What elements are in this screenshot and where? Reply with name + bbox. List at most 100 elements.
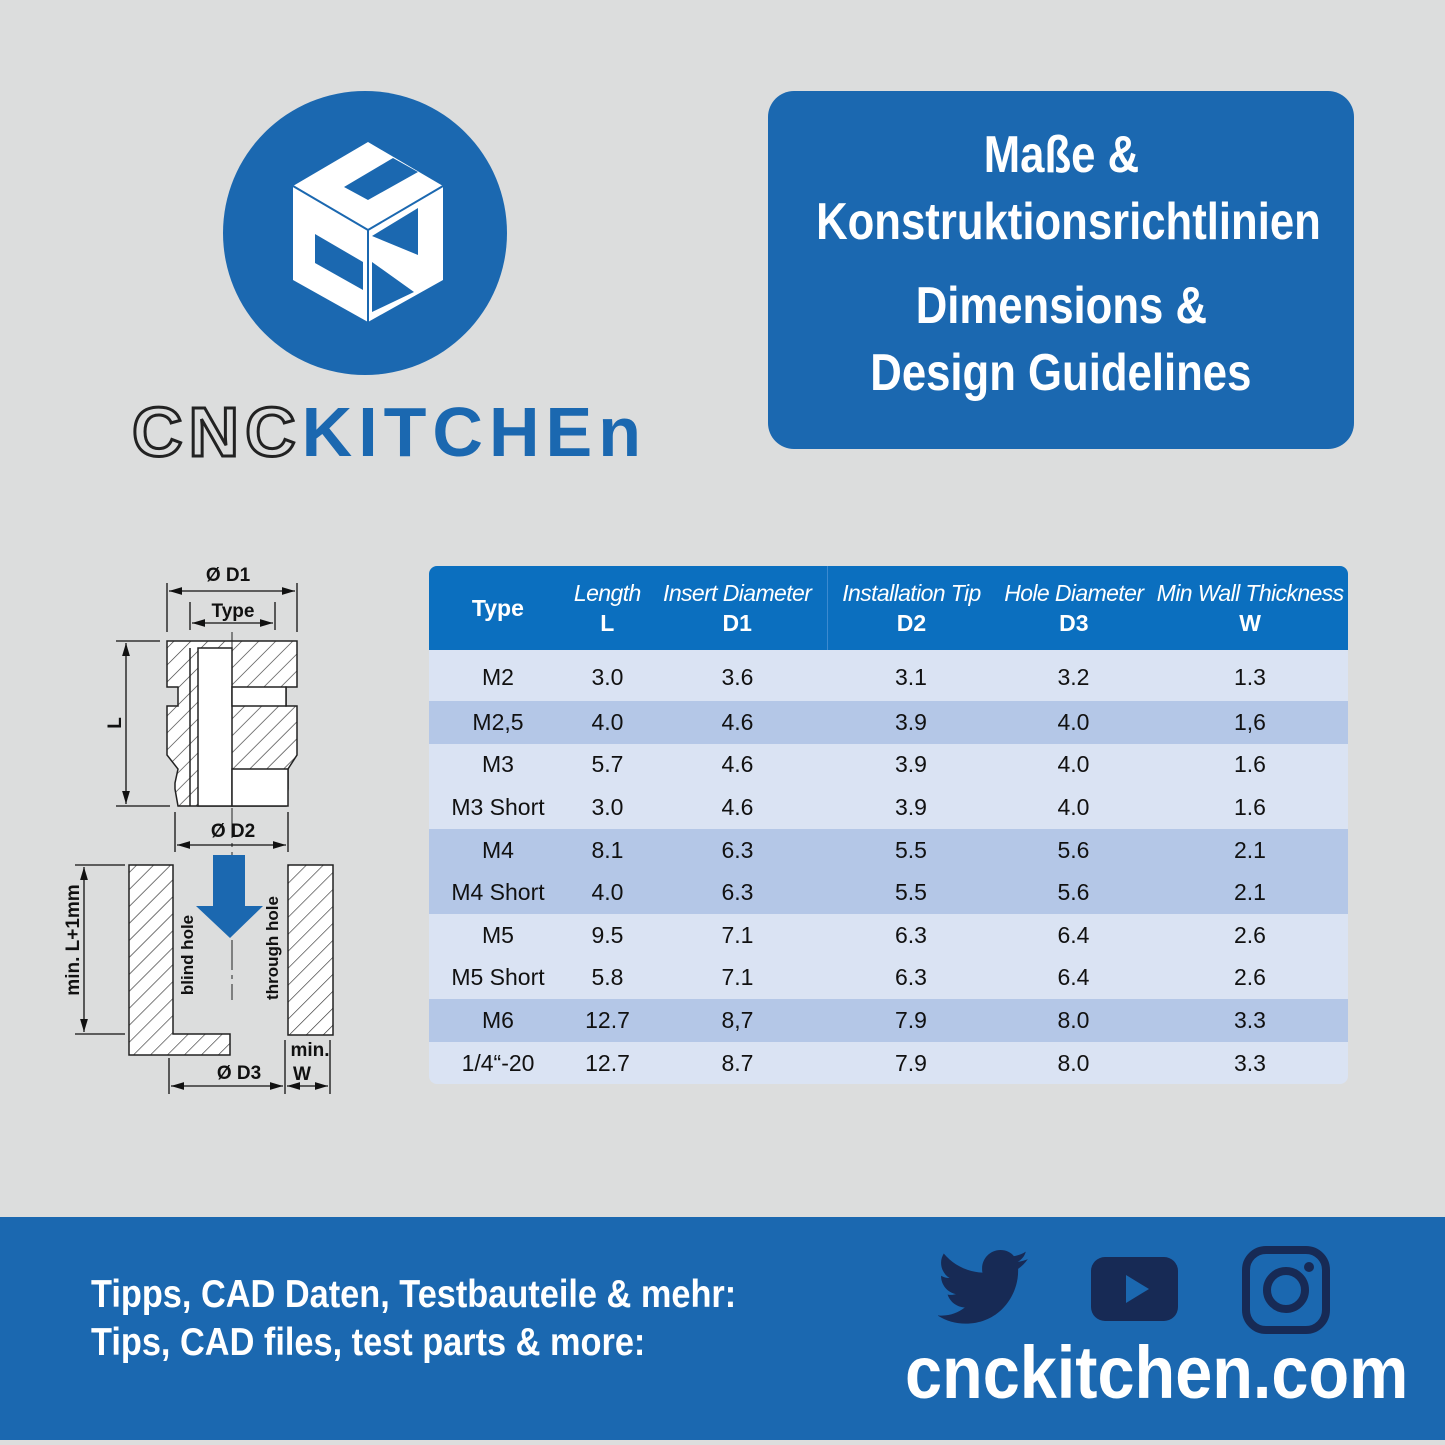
cube-logo-icon (292, 142, 444, 322)
l-label: L (105, 717, 126, 729)
table-cell: M5 (482, 921, 514, 948)
table-cell: 2.6 (1234, 921, 1266, 948)
table-row: M3 Short 3.0 4.6 3.9 4.0 1.6 (429, 786, 1348, 829)
table-cell: 1,6 (1234, 708, 1266, 735)
table-cell: 3.1 (895, 664, 927, 690)
table-cell: 4.6 (721, 751, 754, 778)
table-body: M2 3.0 3.6 3.1 3.2 1.3 M2,5 4.0 4.6 3.9 4.0 1,6 M3 5.… (429, 650, 1348, 1085)
table-cell: 4.6 (721, 708, 754, 735)
table-cell: M3 (482, 751, 514, 778)
cnc-kitchen-logo (223, 91, 507, 375)
table-row: M5 Short 5.8 7.1 6.3 6.4 2.6 (429, 956, 1348, 1000)
table-row: M4 8.1 6.3 5.5 5.6 2.1 (429, 828, 1348, 872)
table-cell: 5.5 (895, 836, 927, 863)
table-row: M2 3.0 3.6 3.1 3.2 1.3 (429, 650, 1348, 701)
header-installation-tip: Installation Tip D2 (826, 566, 996, 650)
through-hole-label: through hole (263, 896, 282, 1000)
table-cell: 4.0 (1057, 708, 1090, 735)
table-cell: 8.0 (1057, 1049, 1090, 1076)
footer: Tipps, CAD Daten, Testbauteile & mehr: T… (0, 1217, 1445, 1440)
dimensions-table: Type Length L Insert Diameter D1 Installat… (429, 566, 1348, 1085)
table-cell: 6.4 (1057, 964, 1090, 991)
table-cell: 9.5 (591, 921, 624, 948)
table-cell: 7.9 (895, 1006, 927, 1033)
table-cell: 8.7 (721, 1049, 754, 1076)
table-cell: 7.9 (895, 1049, 927, 1076)
table-row: M6 12.7 8,7 7.9 8.0 3.3 (429, 999, 1348, 1042)
table-cell: 3.3 (1234, 1006, 1266, 1033)
table-cell: 7.1 (721, 964, 754, 991)
table-cell: 2.1 (1234, 836, 1266, 863)
table-cell: 3.3 (1234, 1049, 1266, 1076)
table-cell: 1.6 (1234, 793, 1266, 820)
table-cell: 4.0 (591, 708, 624, 735)
table-cell: 5.5 (895, 879, 927, 906)
title-en-line2: Design Guidelines (870, 344, 1252, 402)
through-hole-wall (287, 864, 334, 1036)
footer-line-de: Tipps, CAD Daten, Testbauteile & mehr: (91, 1273, 737, 1316)
table-cell: 5.8 (591, 964, 624, 991)
d1-label: Ø D1 (206, 565, 251, 586)
table-header: Type Length L Insert Diameter D1 Installat… (429, 566, 1348, 650)
blind-hole-block (128, 864, 231, 1056)
youtube-icon[interactable] (1091, 1257, 1178, 1321)
table-cell: M4 Short (451, 879, 545, 906)
min-label: min. (290, 1040, 329, 1061)
table-cell: 5.6 (1057, 836, 1090, 863)
table-row: M5 9.5 7.1 6.3 6.4 2.6 (429, 913, 1348, 957)
title-de-line1: Maße & (983, 126, 1139, 184)
table-row: M4 Short 4.0 6.3 5.5 5.6 2.1 (429, 871, 1348, 914)
header-min-wall-thickness: Min Wall Thickness W (1156, 580, 1344, 636)
table-cell: M2 (482, 664, 514, 690)
title-box: Maße & Konstruktionsrichtlinien Dimensio… (768, 91, 1354, 449)
instagram-icon[interactable] (1242, 1246, 1330, 1334)
table-cell: 1.6 (1234, 751, 1266, 778)
table-cell: 6.4 (1057, 921, 1090, 948)
header-type: Type (471, 595, 524, 621)
table-cell: M4 (482, 836, 514, 863)
d2-label: Ø D2 (211, 821, 255, 842)
table-cell: 4.0 (591, 879, 624, 906)
table-cell: 8.0 (1057, 1006, 1090, 1033)
table-cell: 2.6 (1234, 964, 1266, 991)
table-cell: 7.1 (721, 921, 754, 948)
footer-line-en: Tips, CAD files, test parts & more: (91, 1321, 646, 1364)
table-cell: 1.3 (1234, 664, 1266, 690)
table-cell: 5.6 (1057, 879, 1090, 906)
table-cell: 8,7 (721, 1006, 754, 1033)
table-cell: 1/4“-20 (461, 1049, 535, 1076)
title-en-line1: Dimensions & (915, 277, 1207, 335)
table-cell: 3.0 (591, 793, 624, 820)
website-link[interactable]: cnckitchen.com (905, 1331, 1409, 1414)
table-cell: 6.3 (721, 836, 754, 863)
table-cell: 12.7 (585, 1006, 630, 1033)
table-cell: 3.9 (895, 793, 927, 820)
brand-wordmark: CNCKITCHEn (131, 392, 647, 473)
table-cell: 6.3 (895, 921, 927, 948)
table-cell: 4.6 (721, 793, 754, 820)
table-cell: M2,5 (472, 708, 524, 735)
table-cell: 6.3 (895, 964, 927, 991)
table-cell: 3.2 (1057, 664, 1090, 690)
header-hole-diameter: Hole Diameter D3 (1004, 580, 1144, 636)
table-cell: 12.7 (585, 1049, 630, 1076)
table-cell: 4.0 (1057, 751, 1090, 778)
table-cell: 5.7 (591, 751, 624, 778)
table-cell: 4.0 (1057, 793, 1090, 820)
type-label: Type (212, 601, 255, 622)
table-cell: 3.0 (591, 664, 624, 690)
header-insert-diameter: Insert Diameter D1 (663, 580, 812, 636)
twitter-icon[interactable] (938, 1247, 1030, 1329)
min-depth-label: min. L+1mm (63, 884, 84, 995)
table-cell: M6 (482, 1006, 514, 1033)
table-cell: M5 Short (451, 964, 545, 991)
table-cell: 2.1 (1234, 879, 1266, 906)
header-length: Length L (573, 580, 641, 636)
insert-direction-arrow (196, 855, 263, 938)
w-label: W (293, 1064, 311, 1085)
d3-label: Ø D3 (217, 1063, 261, 1084)
table-cell: M3 Short (451, 793, 545, 820)
table-cell: 6.3 (721, 879, 754, 906)
table-row: M2,5 4.0 4.6 3.9 4.0 1,6 (429, 701, 1348, 744)
title-de-line2: Konstruktionsrichtlinien (816, 193, 1321, 251)
